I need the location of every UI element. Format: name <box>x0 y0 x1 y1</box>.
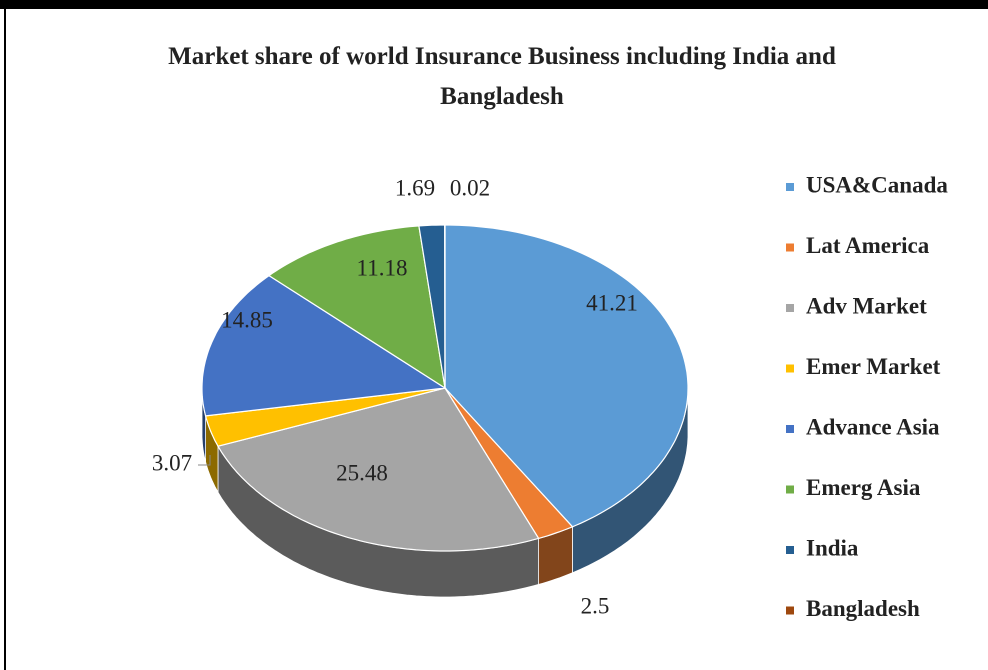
legend-marker <box>786 183 794 191</box>
pie-slice <box>418 224 446 389</box>
leader-line <box>198 455 211 466</box>
legend-marker <box>786 546 794 554</box>
data-label: 25.48 <box>336 460 388 485</box>
legend-label: USA&Canada <box>806 172 948 197</box>
data-label: 3.07 <box>152 450 192 475</box>
data-label: 1.69 <box>395 175 435 200</box>
pie-slice <box>201 274 447 417</box>
legend-marker <box>786 485 794 494</box>
data-label: 2.5 <box>581 593 610 618</box>
legend-marker <box>786 606 794 615</box>
legend-marker <box>786 243 794 252</box>
legend-marker <box>786 425 794 433</box>
legend-label: Lat America <box>806 233 930 258</box>
data-label: 0.02 <box>450 175 490 200</box>
legend-label: India <box>806 535 859 560</box>
data-label: 41.21 <box>586 290 638 315</box>
top-border <box>0 0 988 9</box>
legend-label: Adv Market <box>806 293 927 318</box>
legend-label: Advance Asia <box>806 414 940 439</box>
legend-marker <box>786 364 794 373</box>
pie-slice <box>267 225 446 390</box>
pie-slice <box>444 224 689 528</box>
pie-slice <box>444 387 574 540</box>
legend-label: Emer Market <box>806 354 941 379</box>
legend-marker <box>786 304 794 312</box>
data-label: 14.85 <box>221 307 273 332</box>
legend-label: Emerg Asia <box>806 475 921 500</box>
data-label: 11.18 <box>357 255 408 280</box>
left-border <box>4 0 6 670</box>
pie-slice <box>204 387 446 447</box>
legend-label: Bangladesh <box>806 596 920 621</box>
chart-title: Market share of world Insurance Business… <box>168 43 836 110</box>
pie-slice <box>217 387 540 552</box>
